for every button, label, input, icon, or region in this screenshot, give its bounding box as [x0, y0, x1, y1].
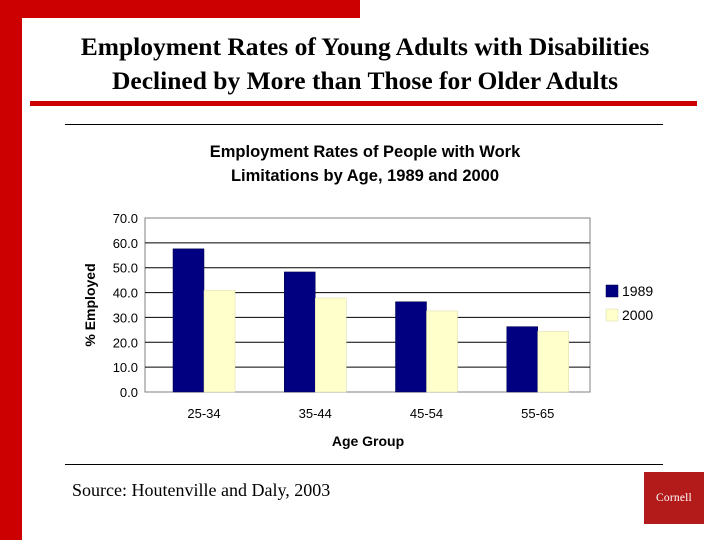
- slide-title: Employment Rates of Young Adults with Di…: [30, 30, 700, 98]
- x-tick-label: 25-34: [187, 406, 220, 421]
- chart-title-line-2: Limitations by Age, 1989 and 2000: [231, 167, 499, 185]
- bar-1989-25-34: [172, 248, 205, 393]
- bar-1989-45-54: [395, 301, 427, 393]
- y-tick-label: 30.0: [113, 310, 138, 325]
- y-tick-label: 60.0: [113, 236, 138, 251]
- y-axis-title: % Employed: [82, 263, 98, 346]
- slide-title-line-1: Employment Rates of Young Adults with Di…: [80, 32, 650, 61]
- legend-label-2000: 2000: [622, 307, 653, 323]
- y-tick-label: 0.0: [120, 385, 138, 400]
- y-tick-label: 70.0: [113, 211, 138, 226]
- chart-frame-bottom-line: [65, 464, 663, 465]
- x-tick-label: 55-65: [521, 406, 554, 421]
- title-underline: [30, 101, 697, 106]
- source-citation: Source: Houtenville and Daly, 2003: [72, 480, 331, 500]
- legend-swatch-1989: [605, 284, 619, 298]
- x-tick-label: 35-44: [299, 406, 332, 421]
- x-tick-label: 45-54: [410, 406, 443, 421]
- chart-frame-top-line: [65, 124, 663, 125]
- bar-1989-35-44: [284, 271, 316, 393]
- left-accent-bar: [0, 0, 22, 540]
- x-axis-title: Age Group: [332, 433, 404, 449]
- bar-2000-25-34: [203, 290, 236, 393]
- bar-1989-55-65: [506, 326, 538, 393]
- y-tick-label: 10.0: [113, 360, 138, 375]
- logo-text: Cornell: [656, 492, 692, 504]
- bar-2000-45-54: [426, 310, 458, 393]
- legend-swatch-2000: [605, 308, 619, 322]
- plot-area-border: [144, 217, 591, 393]
- top-accent-bar: [0, 0, 360, 18]
- bar-2000-55-65: [537, 331, 569, 393]
- y-tick-label: 20.0: [113, 335, 138, 350]
- chart-title-line-1: Employment Rates of People with Work: [210, 143, 521, 161]
- y-tick-label: 50.0: [113, 261, 138, 276]
- slide-title-line-2: Declined by More than Those for Older Ad…: [111, 66, 619, 95]
- y-tick-label: 40.0: [113, 286, 138, 301]
- bar-2000-35-44: [315, 297, 347, 393]
- legend-label-1989: 1989: [622, 283, 653, 299]
- cornell-logo: Cornell: [644, 472, 704, 524]
